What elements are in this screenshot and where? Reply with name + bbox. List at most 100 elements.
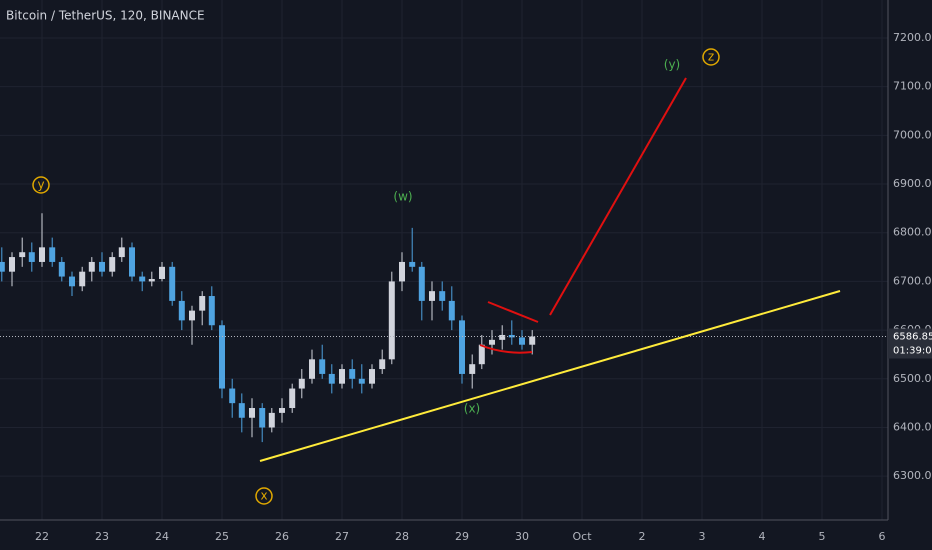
x-tick-label: 30	[515, 530, 529, 543]
x-tick-label: 23	[95, 530, 109, 543]
y-tick-label: 6400.00	[893, 420, 932, 433]
candle-body	[229, 388, 236, 404]
time-axis	[0, 520, 888, 550]
y-tick-label: 7000.00	[893, 128, 932, 141]
candle-body	[279, 408, 285, 413]
x-tick-label: 26	[275, 530, 289, 543]
candle-body	[9, 257, 15, 272]
candle-body	[298, 378, 305, 389]
wave-circle	[255, 487, 273, 505]
candle-body	[478, 344, 485, 365]
grid	[0, 0, 888, 520]
projection-line	[549, 77, 687, 316]
candle-body	[319, 359, 326, 374]
wave-label: (y)	[664, 58, 680, 72]
x-tick-label: 5	[819, 530, 826, 543]
candle-body	[399, 261, 405, 282]
chart-title: Bitcoin / TetherUS, 120, BINANCE	[6, 9, 205, 23]
candle-body	[358, 378, 365, 384]
x-tick-label: 22	[35, 530, 49, 543]
candle-body	[309, 359, 315, 379]
x-tick-label: 3	[699, 530, 706, 543]
candle-body	[99, 261, 105, 272]
trend-line	[259, 290, 841, 462]
candle-body	[109, 257, 116, 272]
candle-body	[159, 266, 165, 279]
candle-body	[238, 403, 245, 418]
candle-body	[388, 281, 395, 360]
candle-body	[448, 300, 455, 321]
wave-circle	[702, 48, 720, 66]
x-tick-label: 24	[155, 530, 169, 543]
candle-body	[529, 336, 536, 345]
candle-body	[19, 252, 26, 258]
wave-label: x	[260, 489, 267, 503]
x-tick-label: 28	[395, 530, 409, 543]
wave-label: y	[37, 178, 44, 192]
candle-body	[339, 369, 345, 384]
candle-body	[519, 337, 525, 345]
candle-body	[199, 296, 206, 311]
candle-body	[349, 369, 356, 379]
y-tick-label: 7200.00	[893, 31, 932, 44]
candle-body	[178, 300, 185, 321]
candle-body	[79, 271, 86, 287]
candle-body	[69, 276, 75, 287]
candle-body	[429, 291, 435, 301]
candle-body	[369, 369, 375, 384]
candle-body	[0, 261, 5, 272]
candle-body	[169, 266, 176, 301]
candle-body	[439, 291, 446, 301]
candle-body	[489, 339, 495, 345]
candle-body	[459, 320, 465, 374]
y-tick-label: 6700.00	[893, 274, 932, 287]
candle-body	[268, 412, 275, 428]
candle-body	[39, 247, 45, 262]
candle-body	[58, 261, 65, 277]
y-tick-label: 6900.00	[893, 177, 932, 190]
price-axis	[888, 0, 932, 550]
candle-body	[139, 276, 146, 282]
candle-body	[189, 310, 195, 321]
x-tick-label: 27	[335, 530, 349, 543]
x-tick-label: 4	[759, 530, 766, 543]
triangle-upper	[487, 301, 539, 323]
candle-body	[148, 278, 155, 282]
wave-circle	[32, 176, 50, 194]
wave-label: z	[708, 50, 714, 64]
candle-body	[118, 247, 125, 258]
candles	[0, 213, 888, 443]
wave-label: (x)	[464, 402, 480, 416]
candle-body	[49, 247, 56, 262]
candle-body	[219, 325, 225, 389]
candle-body	[379, 359, 386, 370]
candle-body	[289, 388, 296, 409]
candle-body	[418, 266, 425, 301]
y-tick-label: 7100.00	[893, 80, 932, 93]
y-tick-label: 6500.00	[893, 372, 932, 385]
candle-body	[328, 373, 335, 384]
candle-body	[28, 252, 35, 262]
x-tick-label: 6	[879, 530, 886, 543]
axes: 222324252627282930Oct234566300.006400.00…	[35, 31, 932, 543]
y-tick-label: 6300.00	[893, 469, 932, 482]
candle-body	[88, 261, 95, 272]
candle-body	[508, 334, 515, 338]
y-tick-label: 6800.00	[893, 226, 932, 239]
candle-body	[249, 408, 255, 418]
x-tick-label: 29	[455, 530, 469, 543]
triangle-lower	[479, 344, 533, 354]
candle-body	[259, 408, 266, 428]
last-price-label: 6586.85	[893, 332, 932, 343]
candle-body	[469, 364, 476, 374]
candle-body	[129, 247, 135, 277]
wave-label: (w)	[393, 190, 412, 204]
candle-body	[499, 334, 506, 340]
countdown-label: 01:39:09	[893, 346, 932, 357]
x-tick-label: Oct	[572, 530, 592, 543]
candle-body	[409, 261, 416, 267]
x-tick-label: 2	[639, 530, 646, 543]
last-price-box	[888, 328, 932, 359]
x-tick-label: 25	[215, 530, 229, 543]
